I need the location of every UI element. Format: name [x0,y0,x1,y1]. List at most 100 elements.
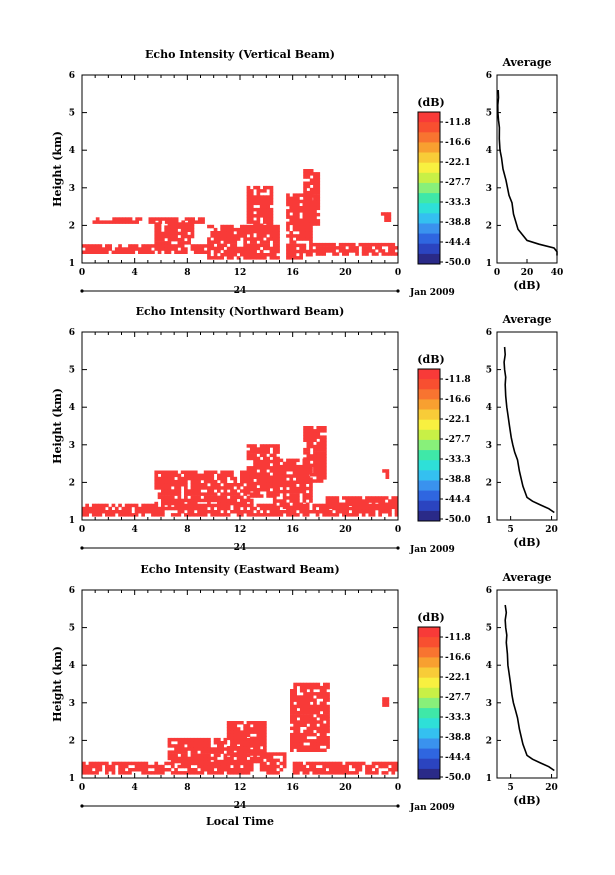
echo-cell [269,494,274,498]
echo-cell [306,739,311,743]
echo-cell [180,756,185,761]
echo-cell [236,256,241,260]
echo-cell [167,486,172,490]
echo-cell [319,685,324,690]
echo-cell [382,469,386,473]
echo-cell [167,756,172,761]
echo-cell [256,724,261,728]
echo-cell [167,744,172,748]
echo-cell [309,689,314,693]
echo-cell [305,486,310,491]
echo-cell [217,747,221,751]
echo-cell [328,499,333,503]
echo-cell [134,764,139,769]
echo-cell [303,469,307,474]
day-label: 24 [234,801,247,811]
colorbar-swatch [418,687,440,699]
echo-cell [249,749,254,753]
echo-cell [193,244,198,248]
echo-cell [112,220,116,224]
echo-cell [188,217,192,221]
echo-cell [309,216,314,220]
colorbar-tick-label: -50.0 [445,773,471,783]
echo-cell [259,466,264,470]
colorbar-swatch [418,718,440,729]
echo-cell [358,499,363,503]
echo-cell [296,212,300,216]
echo-cell [276,486,280,491]
echo-cell [306,190,311,195]
echo-cell [174,486,178,490]
echo-cell [266,444,270,448]
echo-cell [249,727,254,731]
panel-title: Echo Intensity (Eastward Beam) [140,563,339,576]
echo-cell [161,489,165,493]
echo-cell [177,237,182,242]
echo-cell [197,492,201,496]
echo-cell [326,682,330,687]
echo-cell [375,761,379,766]
echo-cell [177,764,182,769]
echo-cell [282,758,287,763]
echo-cell [316,190,321,195]
echo-cell [263,463,267,467]
echo-cell [315,503,320,508]
echo-cell [388,499,392,503]
echo-cell [384,496,389,500]
colorbar-swatch [418,637,440,648]
echo-cell [226,768,231,772]
echo-cell [290,689,294,693]
echo-cell [124,247,129,251]
echo-cell [193,506,198,511]
echo-cell [269,249,274,254]
echo-cell [184,476,188,481]
echo-cell [92,220,97,224]
echo-cell [303,720,307,724]
echo-cell [292,761,297,766]
echo-cell [230,501,234,506]
echo-cell [266,513,270,517]
echo-cell [309,493,313,497]
echo-cell [323,704,327,709]
echo-cell [207,256,211,260]
echo-cell [259,211,264,215]
echo-cell [263,478,267,483]
echo-cell [292,199,297,204]
echo-cell [220,744,224,748]
echo-cell [240,498,244,503]
echo-cell [193,741,198,745]
echo-cell [316,745,321,749]
echo-cell [299,227,303,232]
echo-cell [296,215,300,219]
echo-cell [292,224,297,229]
echo-cell [282,461,287,466]
echo-cell [303,463,307,468]
echo-cell [91,250,96,254]
colorbar-swatch [418,112,440,123]
echo-cell [167,476,172,481]
echo-cell [220,747,224,751]
echo-cell [197,747,201,751]
echo-cell [226,486,231,490]
echo-cell [256,207,261,212]
echo-cell [266,503,270,508]
echo-cell [296,764,300,769]
echo-cell [82,506,86,511]
echo-cell [124,250,129,254]
echo-cell [154,231,159,236]
echo-cell [200,473,205,478]
echo-cell [316,682,321,687]
echo-cell [249,476,254,481]
echo-cell [332,242,336,247]
echo-cell [313,454,317,458]
echo-cell [256,739,261,744]
echo-cell [323,736,327,740]
echo-cell [256,475,261,479]
echo-cell [299,745,304,749]
echo-cell [154,501,159,506]
echo-cell [170,501,175,506]
echo-cell [236,234,241,238]
echo-cell [269,234,274,238]
echo-cell [323,707,327,712]
echo-cell [246,478,251,483]
